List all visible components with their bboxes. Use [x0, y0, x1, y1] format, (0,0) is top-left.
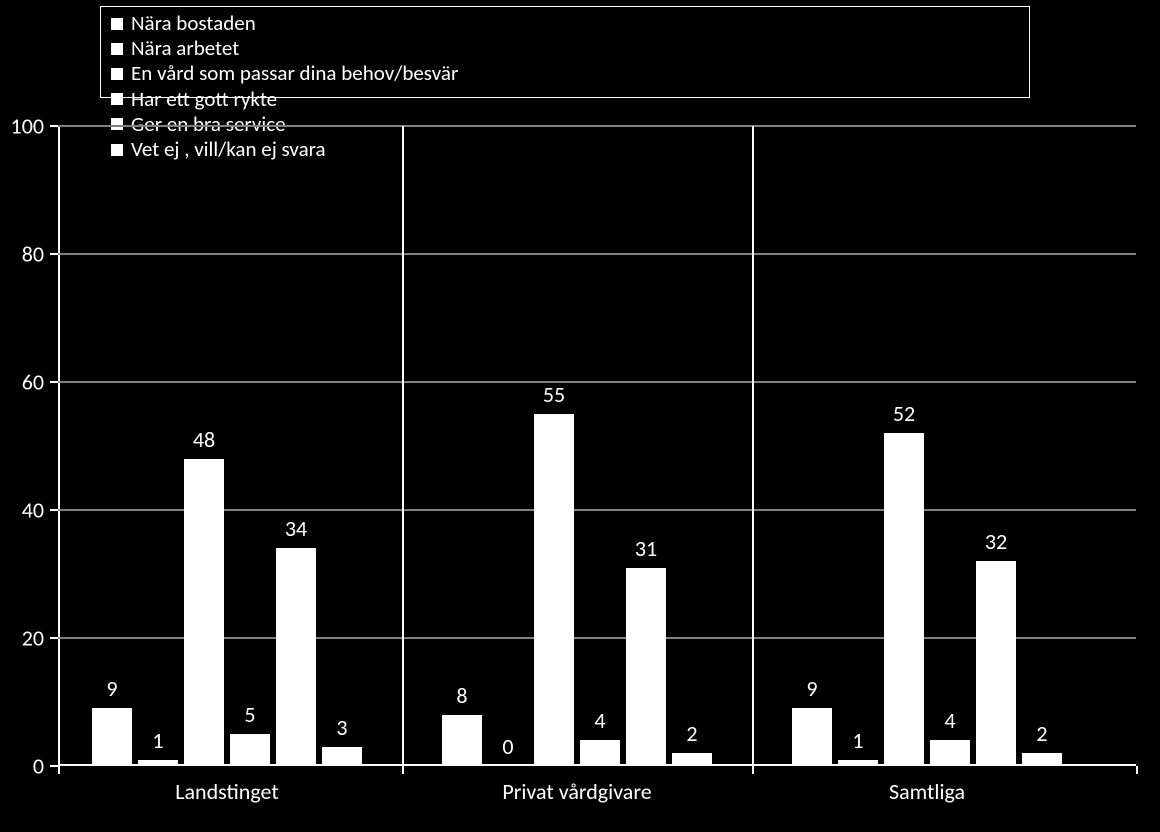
legend-label: Nära bostaden [131, 11, 256, 36]
x-tick-mark [402, 766, 404, 774]
x-tick-mark [752, 766, 754, 774]
gridline [58, 125, 1136, 127]
legend-item: En vård som passar dina behov/besvär [111, 61, 566, 86]
bar [276, 548, 316, 766]
y-tick-mark [50, 637, 58, 639]
group-separator [752, 126, 754, 766]
bar-value-label: 52 [893, 400, 915, 427]
category-label: Privat vårdgivare [502, 778, 651, 805]
legend-marker-icon [111, 18, 123, 30]
y-tick-mark [50, 125, 58, 127]
y-tick-mark [50, 509, 58, 511]
y-axis [58, 126, 60, 766]
bar [580, 740, 620, 766]
bar-value-label: 32 [985, 528, 1007, 555]
bar [322, 747, 362, 766]
bar [976, 561, 1016, 766]
bar-value-label: 1 [852, 727, 863, 754]
bar [184, 459, 224, 766]
bar [792, 708, 832, 766]
x-tick-mark [58, 766, 60, 774]
legend-marker-icon [111, 93, 123, 105]
gridline [58, 253, 1136, 255]
bar-value-label: 9 [106, 675, 117, 702]
bar-value-label: 34 [285, 515, 307, 542]
y-tick-label: 60 [0, 369, 44, 396]
bar-value-label: 4 [944, 707, 955, 734]
bar [838, 760, 878, 766]
bar [534, 414, 574, 766]
legend: Nära bostadenNära arbetetEn vård som pas… [100, 6, 1030, 98]
y-tick-label: 0 [0, 753, 44, 780]
plot-area: 02040608010091485343Landstinget80554312P… [58, 126, 1136, 766]
y-tick-label: 100 [0, 113, 44, 140]
bar [230, 734, 270, 766]
bar [626, 568, 666, 766]
bar [672, 753, 712, 766]
legend-label: Har ett gott rykte [131, 87, 277, 112]
legend-label: Nära arbetet [131, 36, 239, 61]
y-tick-label: 40 [0, 497, 44, 524]
bar-value-label: 31 [635, 535, 657, 562]
bar [884, 433, 924, 766]
bar-value-label: 48 [193, 426, 215, 453]
bar [442, 715, 482, 766]
legend-item: Nära bostaden [111, 11, 566, 36]
chart-canvas: Nära bostadenNära arbetetEn vård som pas… [0, 0, 1160, 832]
bar [138, 760, 178, 766]
category-label: Samtliga [889, 778, 965, 805]
legend-marker-icon [111, 68, 123, 80]
y-tick-mark [50, 253, 58, 255]
bar [930, 740, 970, 766]
bar-value-label: 1 [152, 727, 163, 754]
bar-value-label: 5 [244, 701, 255, 728]
bar-value-label: 55 [543, 381, 565, 408]
y-tick-mark [50, 765, 58, 767]
bar-value-label: 3 [336, 714, 347, 741]
y-tick-label: 20 [0, 625, 44, 652]
bar-value-label: 8 [456, 682, 467, 709]
bar [92, 708, 132, 766]
y-tick-mark [50, 381, 58, 383]
bar-value-label: 9 [806, 675, 817, 702]
group-separator [402, 126, 404, 766]
legend-item: Nära arbetet [111, 36, 566, 61]
bar-value-label: 2 [1036, 720, 1047, 747]
bar [1022, 753, 1062, 766]
y-tick-label: 80 [0, 241, 44, 268]
bar-value-label: 4 [594, 707, 605, 734]
gridline [58, 381, 1136, 383]
category-label: Landstinget [175, 778, 278, 805]
x-tick-mark [1136, 766, 1138, 774]
legend-marker-icon [111, 43, 123, 55]
legend-label: En vård som passar dina behov/besvär [131, 61, 458, 86]
legend-item: Har ett gott rykte [111, 87, 566, 112]
bar-value-label: 0 [502, 733, 513, 760]
bar-value-label: 2 [686, 720, 697, 747]
